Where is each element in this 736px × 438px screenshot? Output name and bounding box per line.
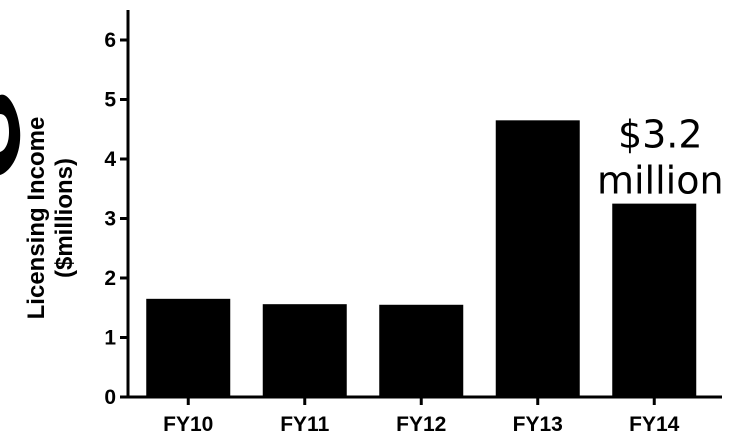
bar-fy10	[146, 298, 231, 397]
y-axis-label: Licensing Income ($millions)	[23, 117, 78, 320]
bar-fy12	[379, 304, 464, 397]
x-tick-label-fy12: FY12	[396, 413, 446, 436]
bars	[146, 120, 697, 397]
y-axis-label-line2: ($millions)	[51, 158, 78, 278]
y-tick-label: 5	[104, 89, 116, 112]
y-tick-label: 0	[104, 386, 116, 409]
y-tick-label: 1	[104, 327, 116, 350]
y-tick-label: 3	[104, 208, 116, 231]
annotation-line2: million	[597, 159, 724, 203]
bar-fy13	[495, 120, 580, 397]
cropped-letter-fragment	[0, 94, 21, 175]
x-tick-labels: FY10 FY11 FY12 FY13 FY14	[163, 397, 680, 436]
y-ticks: 0 1 2 3 4 5 6	[104, 29, 128, 409]
y-tick-label: 6	[104, 29, 116, 52]
x-tick-label-fy14: FY14	[629, 413, 680, 436]
annotation-line1: $3.2	[618, 113, 703, 157]
x-tick-label-fy13: FY13	[513, 413, 563, 436]
y-tick-label: 4	[104, 148, 116, 171]
bar-fy11	[262, 304, 347, 397]
y-axis-label-line1: Licensing Income	[23, 117, 50, 320]
x-tick-label-fy11: FY11	[280, 413, 329, 436]
y-tick-label: 2	[104, 267, 116, 290]
bar-fy14	[612, 203, 697, 397]
x-tick-label-fy10: FY10	[163, 413, 213, 436]
